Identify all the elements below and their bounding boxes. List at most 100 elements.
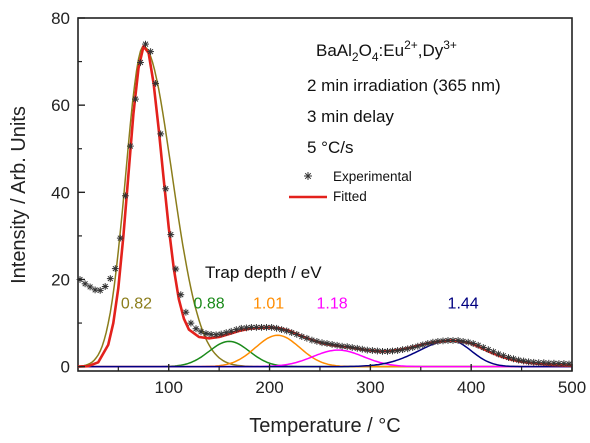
trap-depth-title: Trap depth / eV (205, 263, 322, 282)
experimental-point (222, 329, 230, 336)
experimental-point (298, 333, 306, 340)
experimental-point (268, 324, 275, 331)
y-tick-label: 40 (51, 183, 70, 202)
experimental-point (182, 308, 190, 316)
y-axis-title: Intensity / Arb. Units (8, 106, 30, 284)
experimental-point (157, 130, 165, 138)
experimental-point (288, 329, 296, 336)
y-tick-label: 20 (51, 270, 70, 289)
x-tick-label: 400 (457, 378, 485, 397)
compound-label: BaAl2O4:Eu2+,Dy3+ (316, 38, 457, 64)
experimental-point (555, 360, 563, 367)
experimental-point (283, 327, 291, 335)
experimental-point (137, 59, 144, 66)
x-tick-label: 100 (155, 378, 183, 397)
experimental-point (197, 328, 205, 336)
experimental-point (172, 265, 180, 273)
experimental-point (394, 347, 401, 354)
experimental-point (490, 348, 497, 356)
experimental-point (338, 342, 346, 350)
experimental-point (303, 334, 311, 342)
legend-experimental-label: Experimental (333, 169, 412, 184)
experimental-point (484, 346, 492, 353)
experimental-point (505, 354, 512, 361)
experimental-point (444, 337, 452, 344)
experimental-point (142, 40, 149, 48)
experimental-point (232, 326, 240, 333)
experimental-point (379, 348, 386, 355)
experimental-point (363, 346, 371, 354)
component-curve (78, 339, 572, 368)
experimental-point (313, 338, 321, 345)
experimental-point (409, 344, 417, 351)
experimental-point (510, 355, 517, 363)
experimental-point (333, 341, 341, 349)
trap-depth-label: 0.88 (193, 296, 224, 313)
experimental-point (429, 338, 437, 346)
experimental-point (545, 359, 553, 367)
experimental-point (358, 345, 366, 353)
experimental-point (132, 95, 139, 103)
axis-ticks: 100 200 300 400 500 0 20 40 60 80 (51, 9, 586, 397)
x-axis-title: Temperature / °C (249, 415, 400, 437)
experimental-point (162, 185, 170, 193)
experimental-point (454, 337, 462, 344)
experimental-point (353, 344, 361, 352)
experimental-point (122, 192, 129, 200)
experimental-point (152, 80, 159, 87)
x-tick-label: 300 (356, 378, 384, 397)
y-tick-label: 80 (51, 9, 70, 28)
experimental-point (116, 234, 124, 242)
legend-asterisk (304, 172, 312, 180)
y-tick-label: 60 (51, 96, 70, 115)
experimental-point (248, 324, 255, 331)
experimental-point (202, 330, 210, 337)
experimental-point (318, 339, 326, 347)
irradiation-label: 2 min irradiation (365 nm) (307, 76, 501, 95)
experimental-point (308, 336, 316, 344)
delay-label: 3 min delay (307, 107, 394, 126)
experimental-point (106, 275, 114, 282)
experimental-point (565, 360, 573, 368)
trap-depth-label: 1.44 (448, 296, 479, 313)
experimental-point (227, 327, 235, 335)
experimental-point (212, 331, 220, 339)
trap-depth-label: 0.82 (121, 296, 152, 313)
experimental-point (419, 341, 427, 349)
experimental-point (348, 344, 356, 351)
experimental-point (399, 346, 406, 353)
x-tick-label: 200 (255, 378, 283, 397)
experimental-point (495, 350, 502, 358)
experimental-point (323, 340, 331, 347)
experimental-point (192, 325, 200, 333)
experimental-point (127, 142, 134, 150)
experimental-point (167, 231, 175, 238)
experimental-point (217, 330, 225, 338)
experimental-point (96, 287, 104, 294)
legend-experimental-marker (304, 172, 312, 180)
experimental-point (404, 345, 412, 353)
legend-fitted-label: Fitted (333, 189, 367, 204)
experimental-point (560, 360, 568, 367)
experimental-point (474, 341, 482, 349)
experimental-point (86, 283, 94, 291)
experimental-point (187, 319, 195, 327)
plot-frame (77, 17, 573, 372)
experimental-point (520, 357, 527, 365)
trap-depth-label: 1.01 (253, 296, 284, 313)
experimental-points (76, 40, 573, 368)
trap-depth-labels: 0.82 0.88 1.01 1.18 1.44 (121, 296, 479, 313)
experimental-point (500, 352, 507, 360)
experimental-point (111, 265, 119, 272)
experimental-point (101, 283, 109, 290)
experimental-point (147, 48, 154, 55)
experimental-point (469, 340, 477, 347)
experimental-point (293, 331, 301, 338)
experimental-point (464, 338, 472, 346)
trap-depth-label: 1.18 (316, 296, 347, 313)
experimental-point (515, 356, 522, 364)
experimental-point (424, 340, 432, 347)
heating-rate-label: 5 °C/s (307, 138, 353, 157)
experimental-point (343, 343, 351, 350)
